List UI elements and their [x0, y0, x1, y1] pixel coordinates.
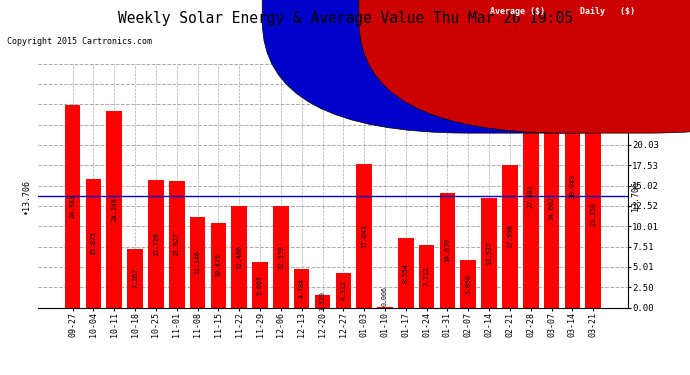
Text: 24.983: 24.983: [70, 194, 76, 218]
Bar: [544, 108, 560, 308]
Text: 23.150: 23.150: [590, 202, 596, 226]
Text: 12.559: 12.559: [278, 244, 284, 268]
Text: Weekly Solar Energy & Average Value Thu Mar 26 19:05: Weekly Solar Energy & Average Value Thu …: [117, 11, 573, 26]
Text: 4.312: 4.312: [340, 280, 346, 300]
Text: 7.712: 7.712: [424, 266, 430, 286]
Text: Average ($): Average ($): [490, 7, 545, 16]
Bar: [315, 295, 331, 307]
Text: 24.246: 24.246: [111, 197, 117, 221]
Text: 12.486: 12.486: [236, 245, 242, 269]
Text: 15.875: 15.875: [90, 231, 97, 255]
Text: 5.665: 5.665: [257, 274, 263, 294]
Bar: [148, 180, 164, 308]
Text: 24.602: 24.602: [549, 196, 555, 220]
Bar: [127, 249, 143, 308]
Bar: [335, 273, 351, 308]
Bar: [190, 217, 206, 308]
Bar: [502, 165, 518, 308]
Bar: [253, 261, 268, 308]
Bar: [210, 222, 226, 308]
Text: 11.146: 11.146: [195, 250, 201, 274]
Text: 13.537: 13.537: [486, 241, 492, 265]
Bar: [419, 245, 435, 308]
Text: 13.706: 13.706: [631, 181, 640, 211]
Bar: [585, 120, 601, 308]
Bar: [169, 181, 184, 308]
Text: Copyright 2015 Cartronics.com: Copyright 2015 Cartronics.com: [7, 38, 152, 46]
Text: 17.598: 17.598: [507, 224, 513, 248]
Text: 1.529: 1.529: [319, 291, 326, 311]
Text: 27.481: 27.481: [528, 184, 534, 208]
Bar: [482, 198, 497, 308]
Text: 15.627: 15.627: [174, 232, 179, 256]
Text: 4.784: 4.784: [299, 278, 305, 298]
Bar: [106, 111, 122, 308]
Text: 0.006: 0.006: [382, 286, 388, 306]
Bar: [398, 238, 413, 308]
Bar: [231, 206, 247, 308]
Bar: [523, 84, 539, 308]
Bar: [460, 260, 476, 308]
Text: •13.706: •13.706: [22, 179, 31, 214]
Text: 17.641: 17.641: [361, 224, 367, 248]
Bar: [564, 64, 580, 308]
Bar: [356, 164, 372, 308]
Bar: [86, 178, 101, 308]
Text: 30.043: 30.043: [569, 174, 575, 198]
Text: 5.856: 5.856: [465, 274, 471, 294]
Bar: [273, 206, 288, 308]
Text: 14.070: 14.070: [444, 238, 451, 262]
Text: 15.726: 15.726: [153, 232, 159, 256]
Text: 10.475: 10.475: [215, 253, 221, 277]
Bar: [440, 194, 455, 308]
Bar: [294, 268, 310, 308]
Text: 8.554: 8.554: [403, 263, 408, 283]
Text: 7.262: 7.262: [132, 268, 138, 288]
Text: Daily   ($): Daily ($): [580, 7, 635, 16]
Bar: [65, 105, 81, 308]
